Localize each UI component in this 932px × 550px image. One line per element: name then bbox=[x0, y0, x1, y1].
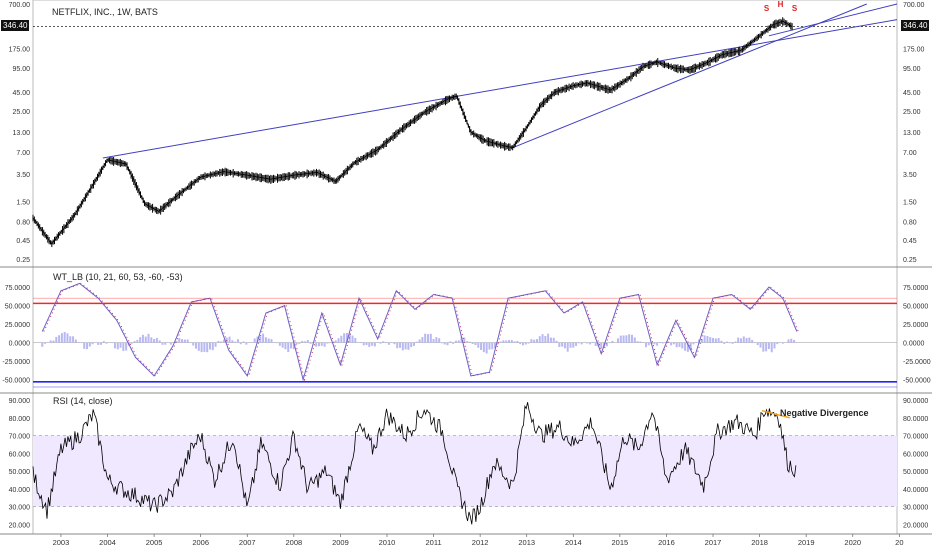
rsi-tick-left-7: 20.000 bbox=[9, 522, 31, 529]
x-tick-label-10: 2013 bbox=[518, 538, 535, 547]
last-price-tag-right: 346.40 bbox=[901, 20, 930, 31]
wt-tick-right-0: 75.0000 bbox=[903, 285, 928, 292]
price-tick-right-2: 175.00 bbox=[903, 47, 925, 54]
price-tick-left-3: 95.00 bbox=[12, 66, 30, 73]
negative-divergence-line bbox=[761, 409, 791, 419]
price-tick-right-9: 1.50 bbox=[903, 199, 917, 206]
x-tick-label-17: 2020 bbox=[844, 538, 861, 547]
price-line bbox=[32, 20, 793, 245]
trendline-1 bbox=[512, 3, 867, 149]
price-tick-right-12: 0.25 bbox=[903, 257, 917, 264]
rsi-tick-right-5: 40.0000 bbox=[903, 487, 928, 494]
last-price-tag-left: 346.40 bbox=[1, 20, 30, 31]
rsi-tick-right-4: 50.0000 bbox=[903, 469, 928, 476]
rsi-tick-left-1: 80.000 bbox=[9, 416, 31, 423]
x-tick-label-15: 2018 bbox=[751, 538, 768, 547]
price-chart-title: NETFLIX, INC., 1W, BATS bbox=[52, 7, 158, 17]
wt-tick-left-3: 0.0000 bbox=[9, 341, 31, 348]
price-tick-right-6: 13.00 bbox=[903, 130, 921, 137]
x-tick-label-16: 2019 bbox=[798, 538, 815, 547]
rsi-band-fill bbox=[33, 435, 897, 507]
price-tick-right-7: 7.00 bbox=[903, 150, 917, 157]
x-tick-label-8: 2011 bbox=[425, 538, 441, 547]
x-tick-label-14: 2017 bbox=[705, 538, 722, 547]
price-tick-right-5: 25.00 bbox=[903, 109, 921, 116]
rsi-tick-left-0: 90.000 bbox=[9, 398, 31, 405]
x-tick-label-18: 20 bbox=[895, 538, 903, 547]
wt-tick-right-4: -25.0000 bbox=[903, 359, 931, 366]
x-tick-label-13: 2016 bbox=[658, 538, 675, 547]
rsi-tick-right-1: 80.0000 bbox=[903, 416, 928, 423]
x-tick-label-11: 2014 bbox=[565, 538, 582, 547]
rsi-tick-left-2: 70.000 bbox=[9, 434, 31, 441]
rsi-tick-right-7: 20.0000 bbox=[903, 522, 928, 529]
wt-tick-left-2: 25.0000 bbox=[5, 322, 30, 329]
price-tick-left-11: 0.45 bbox=[16, 238, 30, 245]
price-tick-left-6: 13.00 bbox=[12, 130, 30, 137]
x-tick-label-2: 2005 bbox=[146, 538, 163, 547]
x-tick-label-0: 2003 bbox=[53, 538, 70, 547]
rsi-tick-left-4: 50.000 bbox=[9, 469, 31, 476]
price-tick-left-0: 700.00 bbox=[9, 2, 31, 9]
wt-tick-right-5: -50.0000 bbox=[903, 378, 931, 385]
wt-tick-left-5: -50.0000 bbox=[2, 378, 30, 385]
rsi-tick-left-5: 40.000 bbox=[9, 487, 31, 494]
rsi-tick-left-6: 30.000 bbox=[9, 505, 31, 512]
price-tick-right-10: 0.80 bbox=[903, 220, 917, 227]
pattern-label-2: S bbox=[792, 4, 798, 13]
price-tick-left-7: 7.00 bbox=[16, 150, 30, 157]
wt-tick-right-2: 25.0000 bbox=[903, 322, 928, 329]
wt-line bbox=[41, 282, 798, 382]
price-tick-left-8: 3.50 bbox=[16, 172, 30, 179]
x-tick-label-3: 2006 bbox=[192, 538, 209, 547]
rsi-tick-right-2: 70.0000 bbox=[903, 434, 928, 441]
price-tick-left-4: 45.00 bbox=[12, 90, 30, 97]
trendline-0 bbox=[102, 19, 898, 159]
price-tick-right-8: 3.50 bbox=[903, 172, 917, 179]
pattern-label-1: H bbox=[778, 0, 784, 9]
wt-tick-left-4: -25.0000 bbox=[2, 359, 30, 366]
wt-signal-line bbox=[43, 282, 799, 382]
rsi-tick-right-3: 60.0000 bbox=[903, 451, 928, 458]
x-tick-label-9: 2012 bbox=[472, 538, 489, 547]
wt-tick-right-1: 50.0000 bbox=[903, 304, 928, 311]
x-tick-label-7: 2010 bbox=[379, 538, 396, 547]
trendline-2 bbox=[768, 3, 898, 37]
wt-indicator-title: WT_LB (10, 21, 60, 53, -60, -53) bbox=[53, 272, 183, 282]
x-tick-label-6: 2009 bbox=[332, 538, 349, 547]
price-tick-left-5: 25.00 bbox=[12, 109, 30, 116]
rsi-indicator-title: RSI (14, close) bbox=[53, 396, 113, 406]
wt-tick-left-1: 50.0000 bbox=[5, 304, 30, 311]
price-tick-left-9: 1.50 bbox=[16, 199, 30, 206]
price-tick-right-11: 0.45 bbox=[903, 238, 917, 245]
rsi-tick-left-3: 60.000 bbox=[9, 451, 31, 458]
rsi-tick-right-6: 30.0000 bbox=[903, 505, 928, 512]
price-tick-left-12: 0.25 bbox=[16, 257, 30, 264]
rsi-tick-right-0: 90.0000 bbox=[903, 398, 928, 405]
x-tick-label-12: 2015 bbox=[612, 538, 629, 547]
wt-tick-right-3: 0.0000 bbox=[903, 341, 925, 348]
price-tick-left-10: 0.80 bbox=[16, 220, 30, 227]
price-tick-right-4: 45.00 bbox=[903, 90, 921, 97]
x-tick-label-1: 2004 bbox=[99, 538, 116, 547]
price-tick-left-2: 175.00 bbox=[9, 47, 31, 54]
negative-divergence-label: Negative Divergence bbox=[780, 408, 869, 418]
x-tick-label-5: 2008 bbox=[285, 538, 302, 547]
price-tick-right-0: 700.00 bbox=[903, 2, 925, 9]
x-tick-label-4: 2007 bbox=[239, 538, 256, 547]
rsi-line bbox=[32, 402, 797, 525]
wt-tick-left-0: 75.0000 bbox=[5, 285, 30, 292]
pattern-label-0: S bbox=[764, 4, 770, 13]
price-tick-right-3: 95.00 bbox=[903, 66, 921, 73]
